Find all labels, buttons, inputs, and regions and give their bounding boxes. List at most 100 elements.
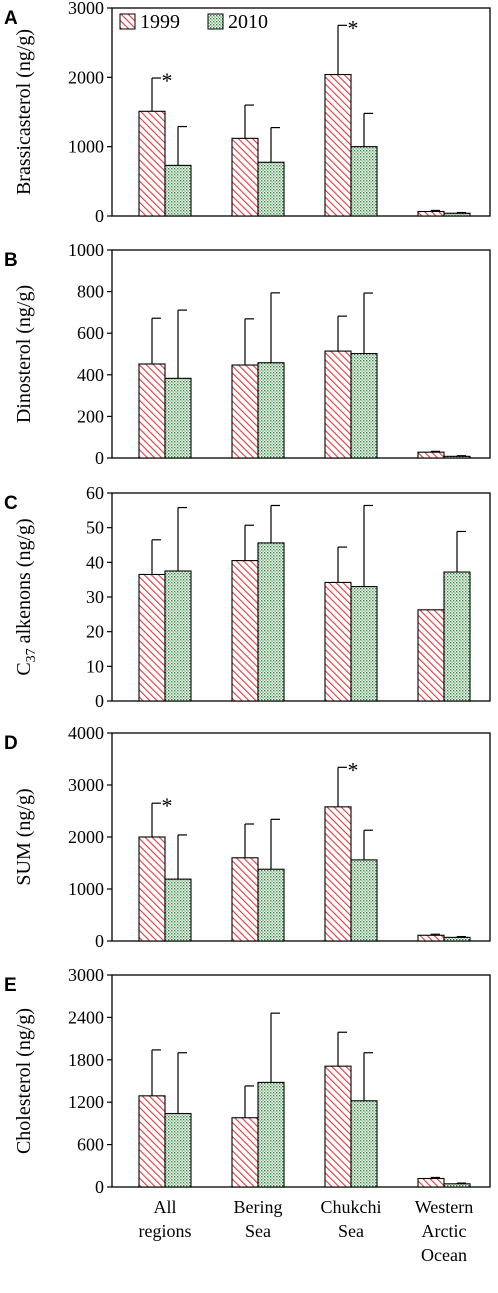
x-category-label-line: regions: [139, 1221, 192, 1241]
bar-1999-0: [138, 1095, 166, 1188]
bar-2010-1: [257, 362, 285, 459]
legend-swatch-1999: [119, 13, 136, 30]
y-tick-label: 1200: [68, 1092, 104, 1112]
bar-1999-2: [324, 1065, 352, 1188]
y-axis-label-main: C: [13, 662, 35, 675]
x-axis-categories: All regions Bering Sea Chukchi Sea Western Arct…: [139, 1197, 474, 1265]
y-tick-label: 1000: [68, 137, 104, 157]
y-tick-label: 400: [77, 365, 104, 385]
y-tick-label: 3000: [68, 775, 104, 795]
x-category-1: Bering Sea: [234, 1197, 283, 1241]
y-tick-label: 2000: [68, 67, 104, 87]
y-tick-label: 0: [95, 931, 104, 951]
bar-2010-3: [443, 212, 471, 217]
bar-2010-1: [257, 542, 285, 702]
bar-2010-2: [350, 859, 378, 942]
x-category-3: Western Arctic Ocean: [415, 1197, 474, 1265]
y-axis-label: Brassicasterol (ng/g): [13, 29, 35, 195]
bar-2010-3: [443, 936, 471, 942]
bar-1999-1: [231, 137, 259, 217]
panel-label: C: [4, 493, 18, 514]
bar-2010-2: [350, 1100, 378, 1188]
x-category-label-line: Sea: [338, 1221, 364, 1241]
panel-B: 0 200 400 600 800 1000 B Dinosterol (ng/g): [4, 240, 491, 468]
y-axis-label: SUM (ng/g): [13, 788, 35, 885]
y-tick-label: 2000: [68, 827, 104, 847]
bar-2010-0: [164, 570, 192, 702]
bar-1999-1: [231, 1117, 259, 1188]
y-tick-label: 4000: [68, 723, 104, 743]
bar-1999-1: [231, 857, 259, 942]
x-category-label-line: All: [153, 1197, 176, 1217]
plot-frame: [111, 974, 491, 1188]
bar-1999-0: [138, 573, 166, 702]
bar-2010-2: [350, 146, 378, 217]
y-tick-label: 20: [86, 622, 104, 642]
bar-1999-3: [417, 609, 445, 702]
bar-2010-3: [443, 1183, 471, 1188]
y-axis-label: Cholesterol (ng/g): [13, 1008, 35, 1154]
significance-marker: *: [348, 757, 359, 782]
bar-1999-0: [138, 110, 166, 217]
y-tick-label: 50: [86, 518, 104, 538]
y-tick-label: 600: [77, 323, 104, 343]
bar-2010-1: [257, 161, 285, 217]
bar-1999-3: [417, 210, 445, 217]
y-tick-label: 30: [86, 587, 104, 607]
bar-2010-0: [164, 377, 192, 459]
y-tick-label: 3000: [68, 0, 104, 18]
bar-2010-0: [164, 1112, 192, 1188]
x-category-label-line: Ocean: [421, 1245, 467, 1265]
x-category-2: Chukchi Sea: [321, 1197, 382, 1241]
plot-frame: [111, 7, 491, 217]
legend: 1999 2010: [119, 11, 268, 33]
y-tick-label: 200: [77, 406, 104, 426]
bar-1999-3: [417, 934, 445, 942]
x-category-label-line: Sea: [245, 1221, 271, 1241]
y-tick-label: 1800: [68, 1050, 104, 1070]
x-category-label-line: Chukchi: [321, 1197, 382, 1217]
y-tick-label: 10: [86, 656, 104, 676]
bar-2010-1: [257, 1081, 285, 1188]
y-tick-label: 0: [95, 1177, 104, 1197]
bar-1999-0: [138, 363, 166, 459]
bar-1999-2: [324, 350, 352, 459]
legend-label-2010: 2010: [228, 11, 268, 33]
significance-marker: *: [348, 15, 359, 40]
bar-2010-1: [257, 868, 285, 942]
significance-marker: *: [162, 68, 173, 93]
significance-marker: *: [162, 793, 173, 818]
bar-1999-3: [417, 451, 445, 459]
bar-2010-3: [443, 455, 471, 459]
panel-label: E: [4, 975, 17, 996]
bar-2010-2: [350, 353, 378, 459]
panel-label: D: [4, 733, 18, 754]
x-category-label-line: Arctic: [422, 1221, 467, 1241]
panel-D: 0 1000 2000 3000 4000 D SUM (ng/g) * *: [4, 723, 491, 951]
x-category-label-line: Western: [415, 1197, 474, 1217]
legend-label-1999: 1999: [140, 11, 180, 33]
panel-label: B: [4, 250, 18, 271]
bar-1999-0: [138, 836, 166, 942]
y-tick-label: 3000: [68, 965, 104, 985]
bar-1999-1: [231, 364, 259, 459]
y-tick-label: 600: [77, 1135, 104, 1155]
y-axis-label-rest: alkenons (ng/g): [13, 518, 35, 648]
x-category-0: All regions: [139, 1197, 192, 1241]
bar-2010-3: [443, 571, 471, 702]
plot-frame: [111, 249, 491, 459]
bar-2010-2: [350, 586, 378, 702]
y-tick-label: 800: [77, 282, 104, 302]
bar-1999-1: [231, 560, 259, 702]
bar-1999-2: [324, 806, 352, 942]
y-tick-label: 0: [95, 448, 104, 468]
y-axis-label: C37 alkenons (ng/g): [13, 518, 39, 675]
legend-swatch-2010: [207, 13, 224, 30]
y-axis-label-subscript: 37: [24, 648, 39, 662]
y-axis-label: Dinosterol (ng/g): [13, 285, 35, 423]
y-tick-label: 0: [95, 691, 104, 711]
